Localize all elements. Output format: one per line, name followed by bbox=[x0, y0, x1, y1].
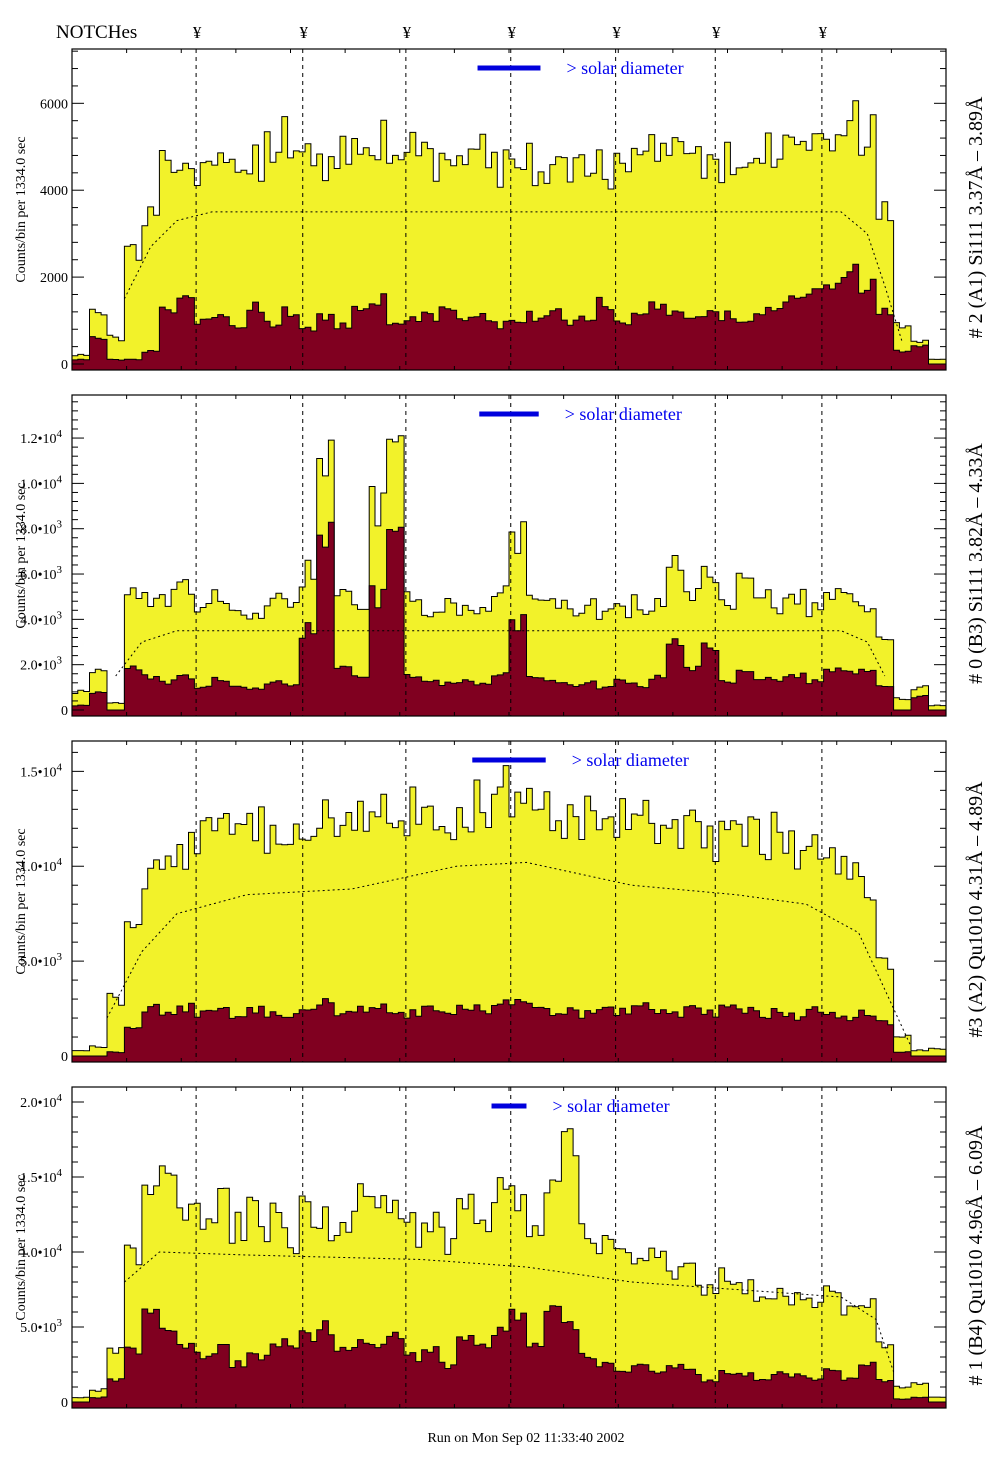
run-timestamp: Run on Mon Sep 02 11:33:40 2002 bbox=[427, 1431, 624, 1446]
y-tick-label: 4000 bbox=[40, 184, 68, 199]
model-curve bbox=[123, 211, 903, 343]
panels: 0 2000 4000 6000 Counts/bin per 1334.0 sec # … bbox=[14, 48, 987, 1411]
y-tick-label: 8.0•103 bbox=[20, 519, 62, 538]
panel-title: # 1 (B4) Qu1010 4.96Å – 6.09Å bbox=[965, 1125, 987, 1386]
y-tick-label: 1.0•104 bbox=[20, 1242, 62, 1261]
notch-symbol: ¥ bbox=[193, 23, 202, 42]
y-tick-label: 0 bbox=[61, 1396, 68, 1411]
y-tick-label: 6.0•103 bbox=[20, 564, 62, 583]
y-tick-label: 1.0•104 bbox=[20, 856, 62, 875]
component-counts-histogram bbox=[72, 263, 946, 370]
y-tick-label: 0 bbox=[61, 358, 68, 373]
total-counts-histogram bbox=[72, 100, 946, 370]
y-tick-label: 1.5•104 bbox=[20, 761, 62, 780]
notch-symbol: ¥ bbox=[712, 23, 721, 42]
model-curve bbox=[106, 861, 912, 1047]
y-axis-label: Counts/bin per 1334.0 sec bbox=[14, 1174, 29, 1320]
solar-diameter-label: > solar diameter bbox=[572, 750, 689, 770]
total-counts-histogram bbox=[72, 435, 946, 716]
notch-symbol: ¥ bbox=[403, 23, 412, 42]
y-tick-label: 5.0•103 bbox=[20, 1317, 62, 1336]
panel-title: # 0 (B3) Si111 3.82Å – 4.33Å bbox=[965, 443, 987, 684]
panel-0: 0 2000 4000 6000 Counts/bin per 1334.0 sec # … bbox=[14, 48, 987, 373]
panel-title: # 2 (A1) Si111 3.37Å – 3.89Å bbox=[965, 96, 987, 338]
solar-diameter-label: > solar diameter bbox=[552, 1096, 669, 1116]
total-counts-histogram bbox=[72, 765, 946, 1062]
model-curve bbox=[124, 1251, 895, 1373]
component-counts-histogram bbox=[72, 998, 946, 1062]
total-counts-histogram bbox=[72, 1128, 946, 1408]
y-axis-label: Counts/bin per 1334.0 sec bbox=[14, 482, 29, 628]
notch-symbols: ¥ ¥ ¥ ¥ ¥ ¥ ¥ bbox=[193, 23, 828, 42]
notch-symbol: ¥ bbox=[299, 23, 308, 42]
y-tick-label: 1.5•104 bbox=[20, 1167, 62, 1186]
solar-diameter-label: > solar diameter bbox=[565, 404, 682, 424]
panel-title: #3 (A2) Qu1010 4.31Å – 4.89Å bbox=[965, 781, 987, 1038]
y-tick-label: 0 bbox=[61, 704, 68, 719]
y-axis-label: Counts/bin per 1334.0 sec bbox=[14, 136, 29, 282]
y-tick-label: 0 bbox=[61, 1050, 68, 1065]
y-tick-label: 4.0•103 bbox=[20, 609, 62, 628]
component-counts-histogram bbox=[72, 1305, 946, 1408]
notch-symbol: ¥ bbox=[507, 23, 516, 42]
component-counts-histogram bbox=[72, 521, 946, 716]
solar-diameter-label: > solar diameter bbox=[566, 58, 683, 78]
y-tick-label: 2.0•104 bbox=[20, 1092, 62, 1111]
y-tick-label: 5.0•103 bbox=[20, 951, 62, 970]
notch-symbol: ¥ bbox=[819, 23, 828, 42]
panel-3: 0 5.0•103 1.0•104 1.5•104 2.0•104 Counts/bin … bbox=[14, 1086, 987, 1411]
y-tick-label: 6000 bbox=[40, 97, 68, 112]
notches-label: NOTCHes bbox=[56, 22, 137, 43]
y-tick-label: 1.2•104 bbox=[20, 428, 62, 447]
y-tick-label: 2000 bbox=[40, 271, 68, 286]
notch-symbol: ¥ bbox=[612, 23, 621, 42]
model-curve bbox=[115, 630, 886, 677]
y-axis-label: Counts/bin per 1334.0 sec bbox=[14, 828, 29, 974]
y-tick-label: 2.0•103 bbox=[20, 655, 62, 674]
panel-2: 0 5.0•103 1.0•104 1.5•104 Counts/bin per 133… bbox=[14, 740, 987, 1065]
panel-1: 0 2.0•103 4.0•103 6.0•103 8.0•103 1.0•104 1.2•… bbox=[14, 394, 987, 719]
y-tick-label: 1.0•104 bbox=[20, 473, 62, 492]
